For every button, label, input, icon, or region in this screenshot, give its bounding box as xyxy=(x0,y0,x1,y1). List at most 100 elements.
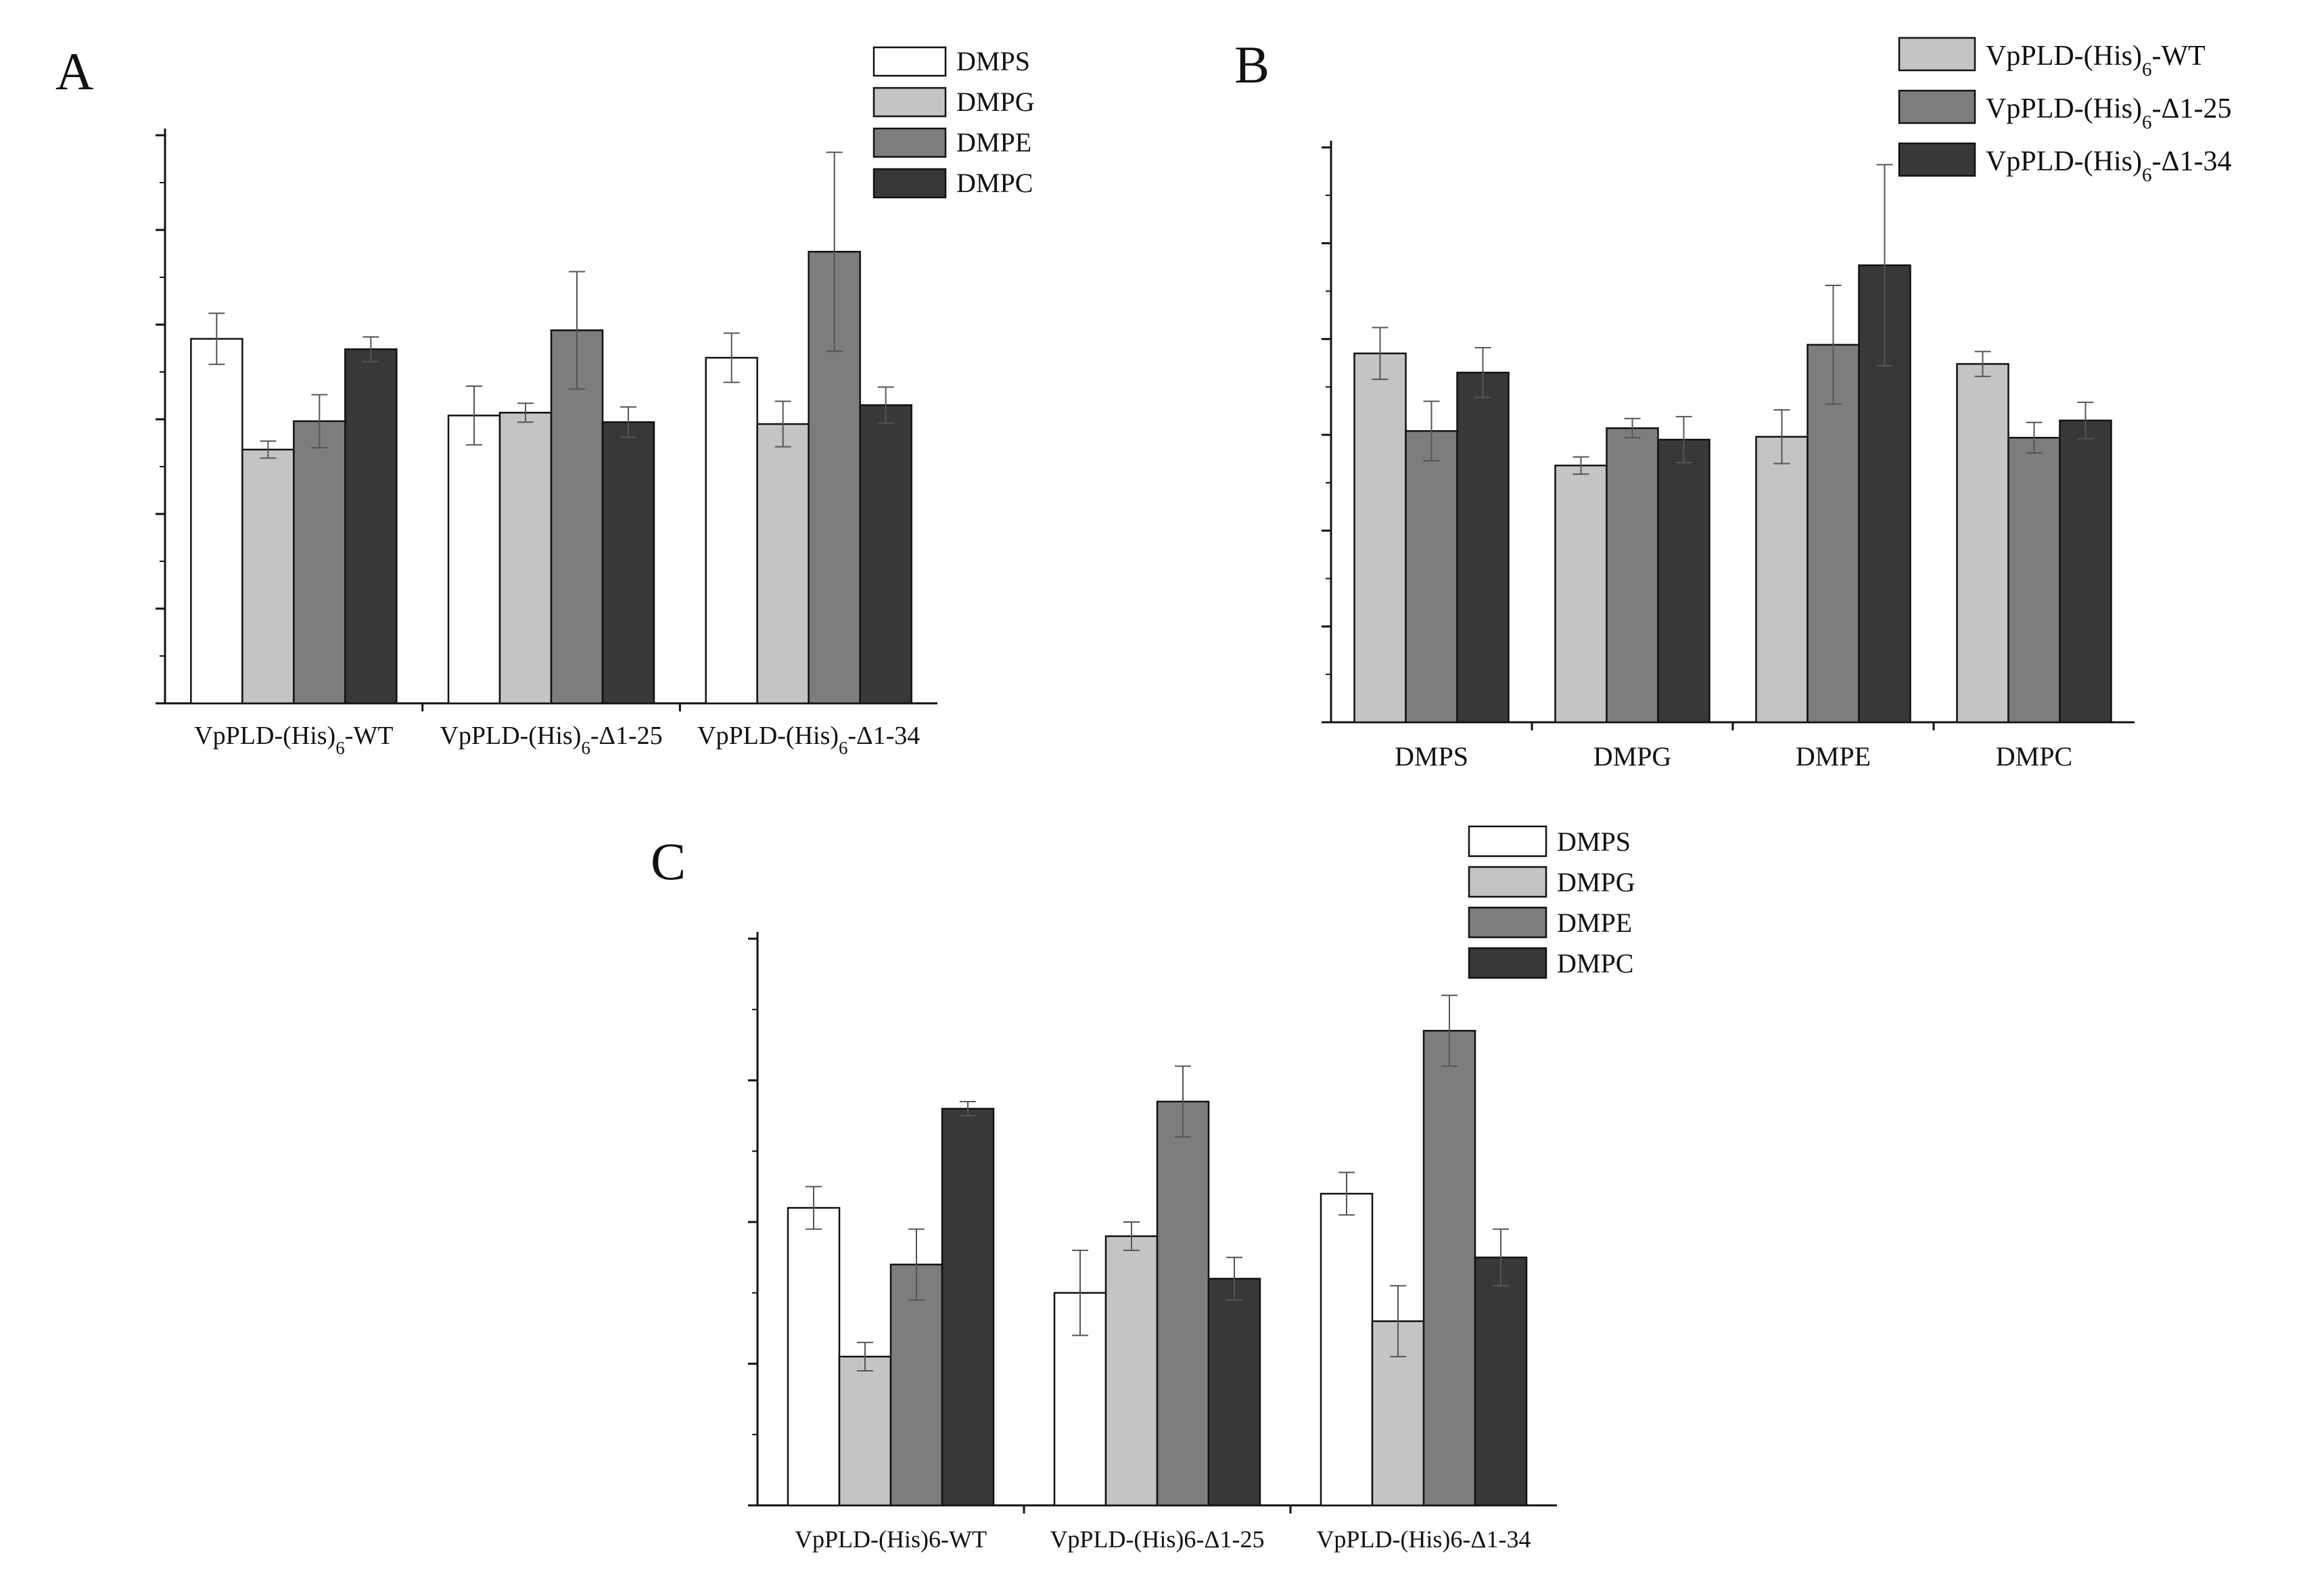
chart-b: DMPS DMPG DMPE DMPCVpPLD-(His)6-WTVpPLD-(Hi… xyxy=(1322,37,2231,772)
c-x-tick-label-2-main: VpPLD-(His)6-Δ1-34 xyxy=(1316,1526,1531,1553)
a-legend-label-0: DMPS xyxy=(956,46,1030,76)
c-bar-dmpc-0 xyxy=(941,1108,995,1507)
c-bar-dmpg-0 xyxy=(838,1355,892,1507)
c-x-tick-label-1-main: VpPLD-(His)6-Δ1-25 xyxy=(1050,1526,1264,1553)
b-legend-label-2: VpPLD-(His)6-Δ1-34 xyxy=(1986,146,2231,186)
b-bar-vppld-his-6-wt-0 xyxy=(1353,352,1407,724)
b-legend-label-1-main: VpPLD-(His) xyxy=(1986,93,2142,124)
c-bar-dmps-0 xyxy=(787,1206,841,1507)
b-bar-vppld-his-6-1-25-1 xyxy=(1606,427,1659,724)
b-legend-label-2-main: VpPLD-(His) xyxy=(1986,146,2142,177)
c-legend-swatch-3 xyxy=(1468,947,1547,979)
b-x-tick-label-2-main: DMPE xyxy=(1796,741,1871,772)
b-x-tick-label-3-main: DMPC xyxy=(1996,741,2072,772)
b-legend-swatch-2 xyxy=(1898,142,1976,177)
c-legend-swatch-2 xyxy=(1468,906,1547,939)
a-x-tick-label-1-main: VpPLD-(His) xyxy=(440,722,581,750)
a-x-tick-label-0: VpPLD-(His)6-WT xyxy=(194,722,393,758)
a-bar-dmps-1 xyxy=(447,415,501,705)
a-bar-dmpg-1 xyxy=(498,411,553,705)
a-bar-dmpg-0 xyxy=(241,448,295,705)
c-legend-label-3: DMPC xyxy=(1557,948,1633,979)
a-x-tick-label-1: VpPLD-(His)6-Δ1-25 xyxy=(440,722,662,758)
b-legend-label-0-tail: -WT xyxy=(2151,41,2205,72)
a-legend-label-2-main: DMPE xyxy=(956,127,1031,158)
a-x-tick-label-0-tail: -WT xyxy=(345,722,394,750)
chart-c: VpPLD-(His)6-WT VpPLD-(His)6-Δ1-25 VpPLD-(… xyxy=(748,825,1635,1553)
a-x-tick-label-2-tail: -Δ1-34 xyxy=(848,722,921,750)
a-bar-dmpe-0 xyxy=(293,420,346,705)
c-x-tick-label-1: VpPLD-(His)6-Δ1-25 xyxy=(1050,1526,1264,1553)
c-legend-label-1-main: DMPG xyxy=(1557,867,1635,897)
b-legend-swatch-1 xyxy=(1898,89,1976,124)
a-x-tick-label-2: VpPLD-(His)6-Δ1-34 xyxy=(697,722,920,758)
b-bar-vppld-his-6-wt-2 xyxy=(1755,436,1809,724)
c-legend-swatch-1 xyxy=(1468,866,1547,898)
panel-label-b: B xyxy=(1234,35,1269,94)
b-bar-vppld-his-6-1-34-3 xyxy=(2059,419,2112,724)
c-bar-dmpc-1 xyxy=(1207,1277,1261,1507)
b-legend-label-1: VpPLD-(His)6-Δ1-25 xyxy=(1986,93,2231,133)
panel-label-c: C xyxy=(651,832,686,891)
a-x-tick-label-2-sub: 6 xyxy=(839,738,848,758)
a-x-tick-label-2-main: VpPLD-(His) xyxy=(697,722,839,750)
c-legend-swatch-0 xyxy=(1468,825,1547,858)
a-legend-swatch-3 xyxy=(872,168,947,199)
b-legend-label-0: VpPLD-(His)6-WT xyxy=(1986,41,2206,80)
b-legend-label-1-sub: 6 xyxy=(2142,112,2152,133)
a-bar-dmps-2 xyxy=(705,356,758,705)
b-x-tick-label-3: DMPC xyxy=(1996,741,2072,772)
b-x-tick-label-0-main: DMPS xyxy=(1395,741,1468,772)
a-bar-dmpc-1 xyxy=(601,421,655,705)
chart-a: VpPLD-(His)6-WT VpPLD-(His)6-Δ1-25 VpPLD-(… xyxy=(156,46,1035,758)
c-legend-label-1: DMPG xyxy=(1557,867,1635,897)
b-bar-vppld-his-6-wt-1 xyxy=(1554,465,1608,724)
a-x-tick-label-1-tail: -Δ1-25 xyxy=(590,722,663,750)
b-legend-swatch-0 xyxy=(1898,37,1976,72)
a-legend-swatch-0 xyxy=(872,46,947,77)
c-x-tick-label-0: VpPLD-(His)6-WT xyxy=(795,1526,987,1553)
b-x-tick-label-1-main: DMPG xyxy=(1593,741,1672,772)
c-legend-label-2-main: DMPE xyxy=(1557,908,1632,938)
c-bar-dmpc-2 xyxy=(1474,1257,1528,1507)
b-legend-label-2-sub: 6 xyxy=(2142,164,2152,186)
b-bar-vppld-his-6-1-25-0 xyxy=(1405,430,1458,724)
a-legend-label-0-main: DMPS xyxy=(956,46,1030,76)
a-bar-dmpc-2 xyxy=(859,404,912,705)
c-legend-label-3-main: DMPC xyxy=(1557,948,1633,979)
c-legend-label-0: DMPS xyxy=(1557,826,1631,857)
a-x-tick-label-1-sub: 6 xyxy=(581,738,590,758)
b-x-tick-label-1: DMPG xyxy=(1593,741,1672,772)
c-x-tick-label-2: VpPLD-(His)6-Δ1-34 xyxy=(1316,1526,1531,1553)
b-bar-vppld-his-6-1-34-0 xyxy=(1456,371,1510,724)
panel-label-a: A xyxy=(55,42,93,101)
a-legend-swatch-2 xyxy=(872,127,947,158)
b-legend-label-0-sub: 6 xyxy=(2142,59,2152,80)
b-legend-label-0-main: VpPLD-(His) xyxy=(1986,41,2142,72)
a-bar-dmps-0 xyxy=(190,337,243,705)
b-bar-vppld-his-6-1-25-3 xyxy=(2007,437,2061,724)
a-legend-label-3: DMPC xyxy=(956,168,1033,198)
c-legend-label-2: DMPE xyxy=(1557,908,1632,938)
a-bar-dmpc-0 xyxy=(344,348,398,705)
b-x-tick-label-0: DMPS xyxy=(1395,741,1468,772)
a-legend-label-3-main: DMPC xyxy=(956,168,1033,198)
c-bar-dmpe-1 xyxy=(1156,1100,1210,1507)
c-x-tick-label-0-main: VpPLD-(His)6-WT xyxy=(795,1526,987,1553)
b-bar-vppld-his-6-1-34-1 xyxy=(1657,438,1710,724)
b-x-tick-label-2: DMPE xyxy=(1796,741,1871,772)
a-legend-label-2: DMPE xyxy=(956,127,1031,158)
b-legend-label-2-tail: -Δ1-34 xyxy=(2151,146,2231,177)
a-legend-swatch-1 xyxy=(872,87,947,118)
c-bar-dmpe-0 xyxy=(889,1263,943,1507)
b-legend-label-1-tail: -Δ1-25 xyxy=(2151,93,2231,124)
a-bar-dmpg-2 xyxy=(756,423,810,705)
c-bar-dmpe-2 xyxy=(1422,1029,1476,1507)
a-legend-label-1-main: DMPG xyxy=(956,87,1035,117)
c-bar-dmps-2 xyxy=(1320,1192,1374,1507)
c-bar-dmpg-1 xyxy=(1104,1235,1159,1507)
a-legend-label-1: DMPG xyxy=(956,87,1035,117)
c-legend-label-0-main: DMPS xyxy=(1557,826,1631,857)
a-x-tick-label-0-main: VpPLD-(His) xyxy=(194,722,335,750)
